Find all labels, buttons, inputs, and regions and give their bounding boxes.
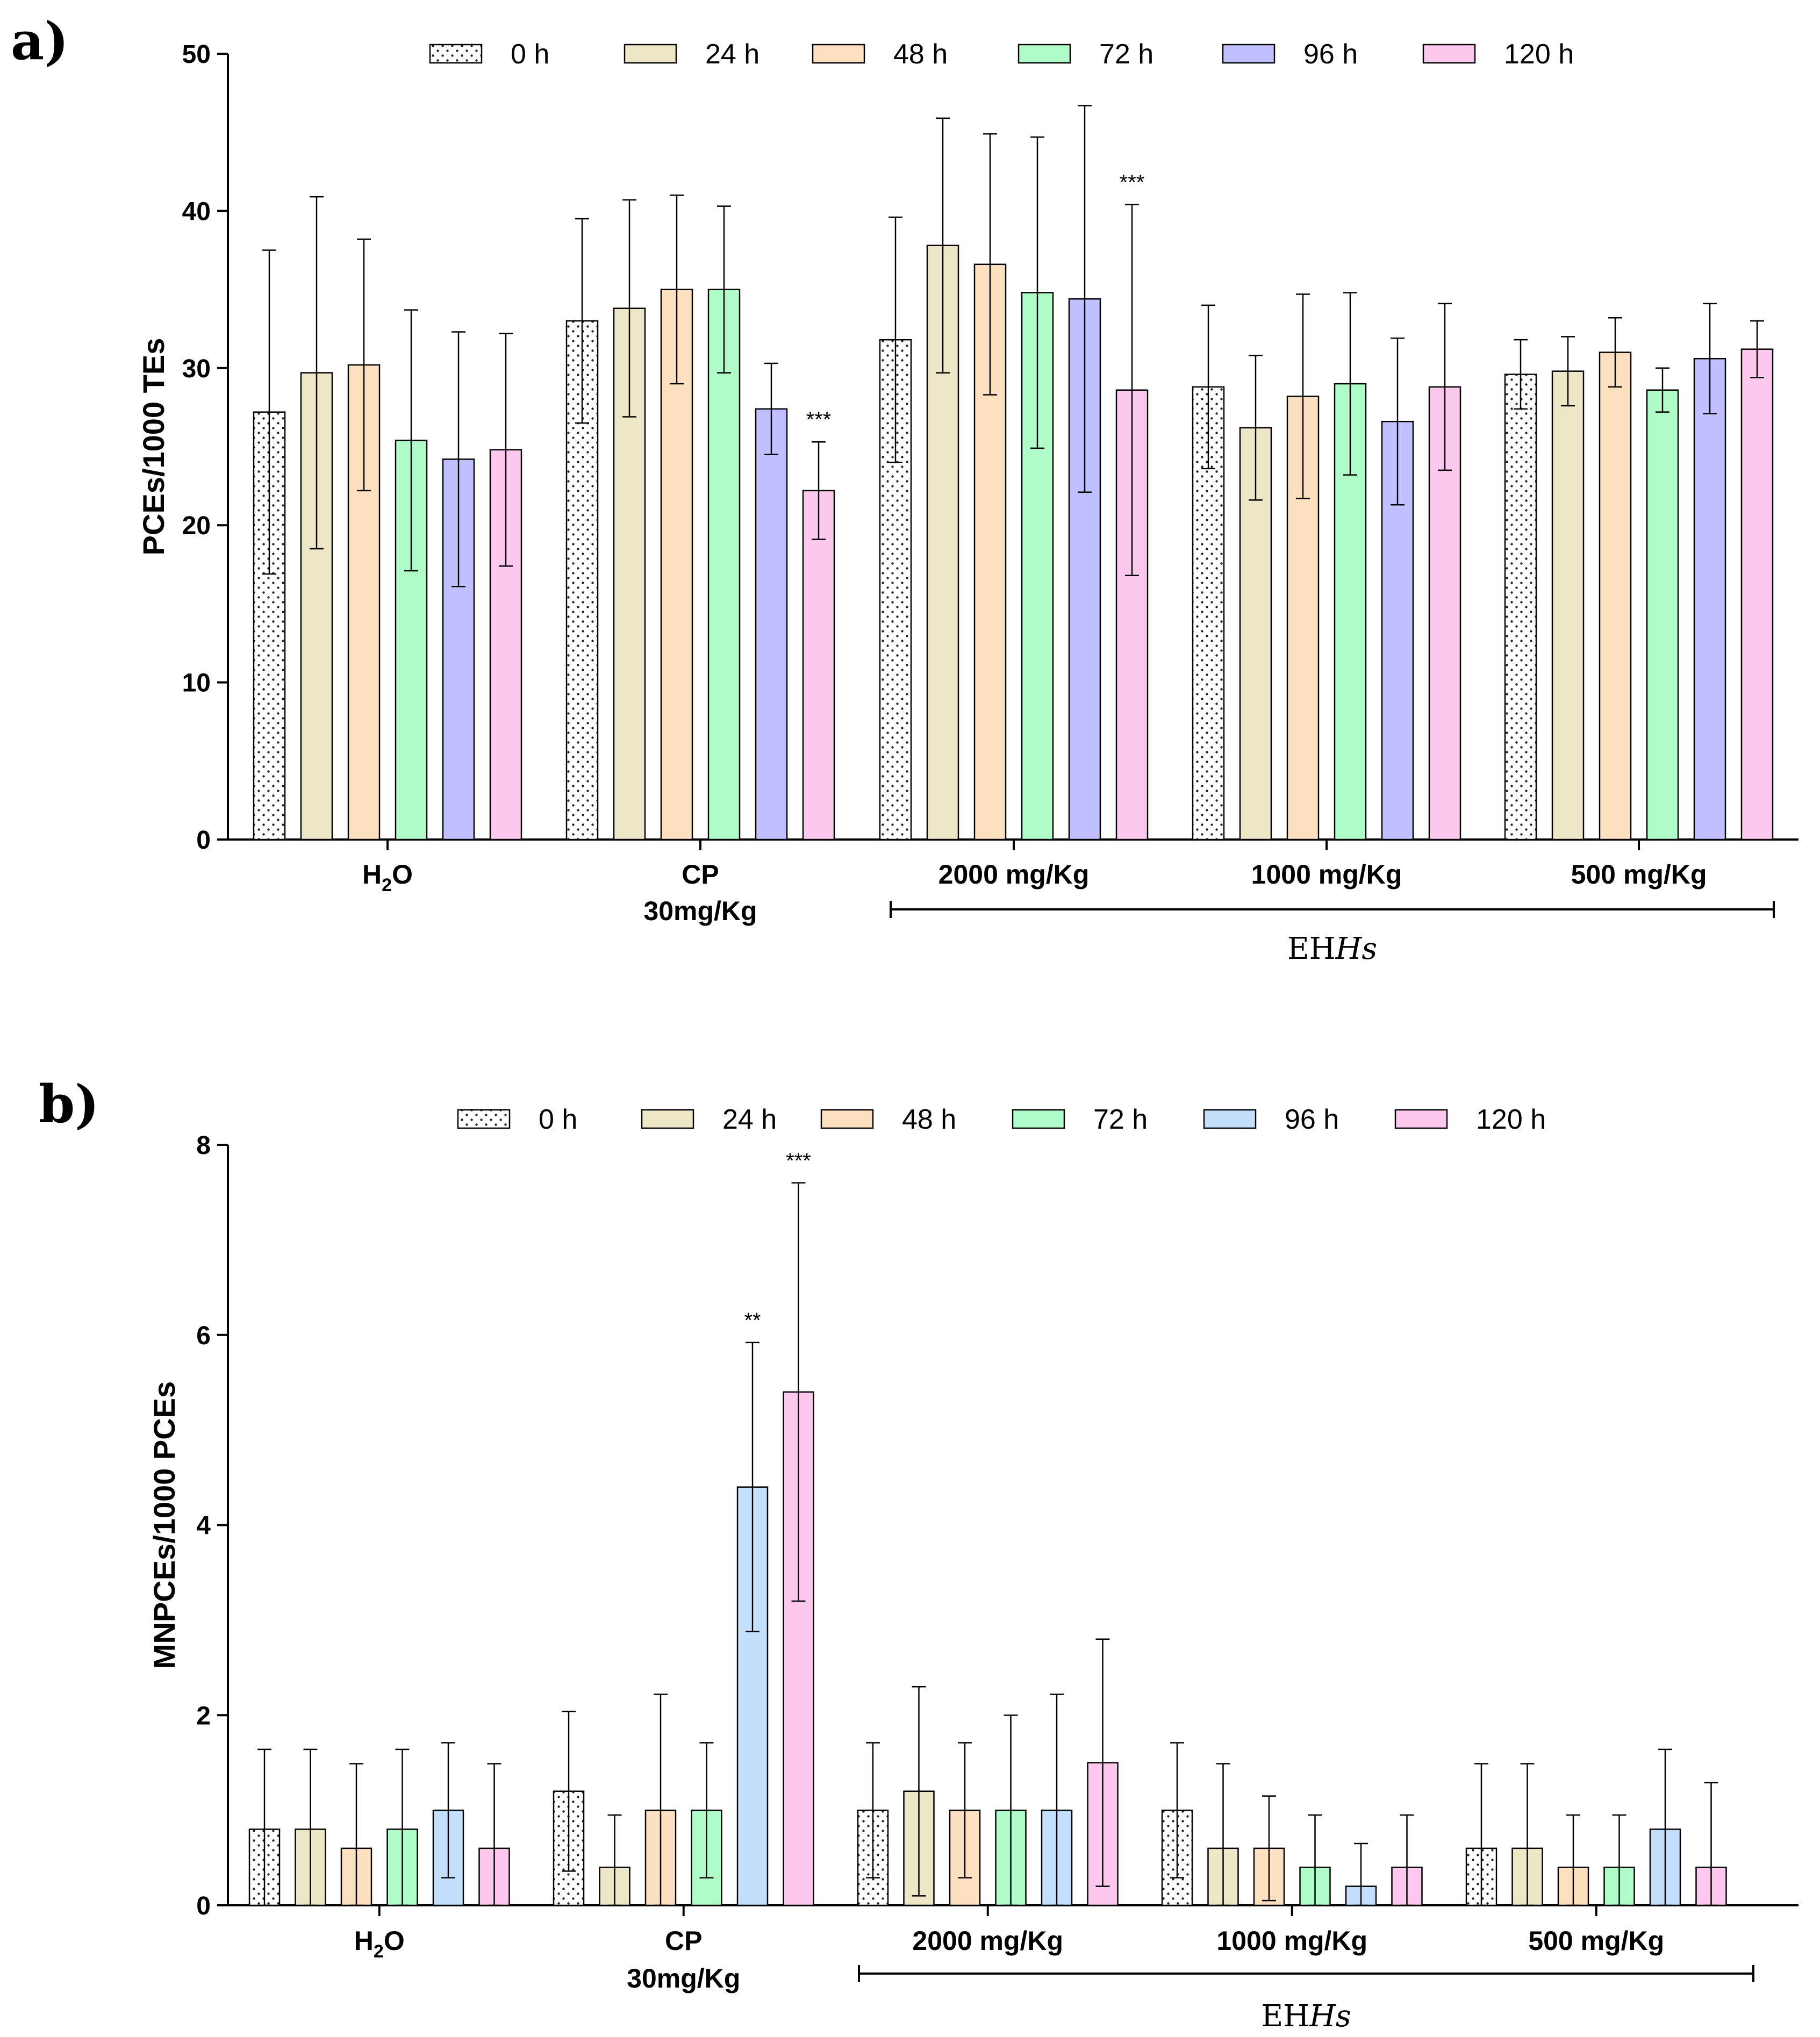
category-label: 1000 mg/Kg [1216, 1926, 1367, 1956]
legend-label: 72 h [1093, 1104, 1148, 1135]
y-tick-label: 2 [196, 1702, 211, 1730]
legend-swatch [1012, 1109, 1065, 1129]
legend-label: 24 h [705, 39, 759, 70]
bar [1551, 370, 1585, 841]
legend-swatch [1203, 1109, 1257, 1129]
category-label: 2000 mg/Kg [938, 859, 1090, 890]
category-label: 2000 mg/Kg [912, 1926, 1063, 1956]
y-tick-label: 4 [196, 1512, 211, 1540]
significance-label: *** [786, 1149, 811, 1173]
y-tick-label: 6 [196, 1322, 211, 1350]
category-label-line2: 30mg/Kg [643, 896, 757, 926]
y-tick-label: 8 [196, 1131, 211, 1160]
panel-a-chart: a) 0 10 20 30 40 50 PCEs/1000 TEs *** *** H2O CP 30m… [11, 11, 1798, 966]
bar [300, 372, 333, 841]
y-tick-label: 0 [196, 1892, 211, 1920]
y-tick-label: 20 [182, 512, 211, 540]
bar [1504, 374, 1537, 841]
legend-label: 0 h [539, 1104, 577, 1135]
legend-swatch [1394, 1109, 1448, 1129]
significance-label: *** [806, 408, 832, 432]
legend-label: 0 h [511, 39, 549, 70]
panel-letter: a) [11, 11, 69, 71]
legend-swatch [1222, 44, 1276, 64]
y-axis-title: MNPCEs/1000 PCEs [147, 1381, 181, 1669]
category-label: CP [682, 859, 719, 890]
bar [1693, 358, 1726, 841]
legend-label: 48 h [902, 1104, 956, 1135]
legend-swatch [641, 1109, 694, 1129]
legend-swatch [1018, 44, 1071, 64]
legend-label: 96 h [1303, 39, 1358, 70]
category-label: H2O [354, 1926, 405, 1962]
bar [755, 408, 788, 841]
legend-swatch [457, 1109, 511, 1129]
panel-letter: b) [39, 1074, 99, 1135]
group-label: EHHs [1261, 1999, 1351, 2034]
category-label: 500 mg/Kg [1528, 1926, 1664, 1956]
legend-swatch [812, 44, 865, 64]
y-tick-label: 0 [196, 826, 211, 855]
legend-swatch [1422, 44, 1476, 64]
significance-label: ** [744, 1309, 761, 1332]
category-label: H2O [362, 859, 413, 895]
y-tick-label: 10 [182, 669, 211, 698]
bar [802, 490, 835, 841]
y-axis-title: PCEs/1000 TEs [137, 338, 170, 556]
category-label-line2: 30mg/Kg [627, 1963, 740, 1993]
group-label: EHHs [1287, 931, 1377, 966]
bar [1599, 352, 1632, 841]
legend-label: 120 h [1504, 39, 1574, 70]
legend-label: 96 h [1285, 1104, 1339, 1135]
y-tick-label: 50 [182, 40, 211, 69]
legend-label: 24 h [722, 1104, 777, 1135]
legend-label: 120 h [1476, 1104, 1546, 1135]
legend-label: 48 h [893, 39, 948, 70]
y-tick-label: 30 [182, 355, 211, 383]
y-tick-label: 40 [182, 197, 211, 226]
legend-swatch [429, 44, 483, 64]
legend-swatch [624, 44, 677, 64]
legend-label: 72 h [1099, 39, 1153, 70]
significance-label: *** [1120, 171, 1145, 195]
category-label: CP [665, 1926, 702, 1956]
bar [1646, 389, 1679, 841]
legend-swatch [820, 1109, 874, 1129]
bar [707, 289, 741, 841]
category-label: 1000 mg/Kg [1251, 859, 1402, 890]
bar [1740, 348, 1774, 841]
category-label: 500 mg/Kg [1571, 859, 1707, 890]
